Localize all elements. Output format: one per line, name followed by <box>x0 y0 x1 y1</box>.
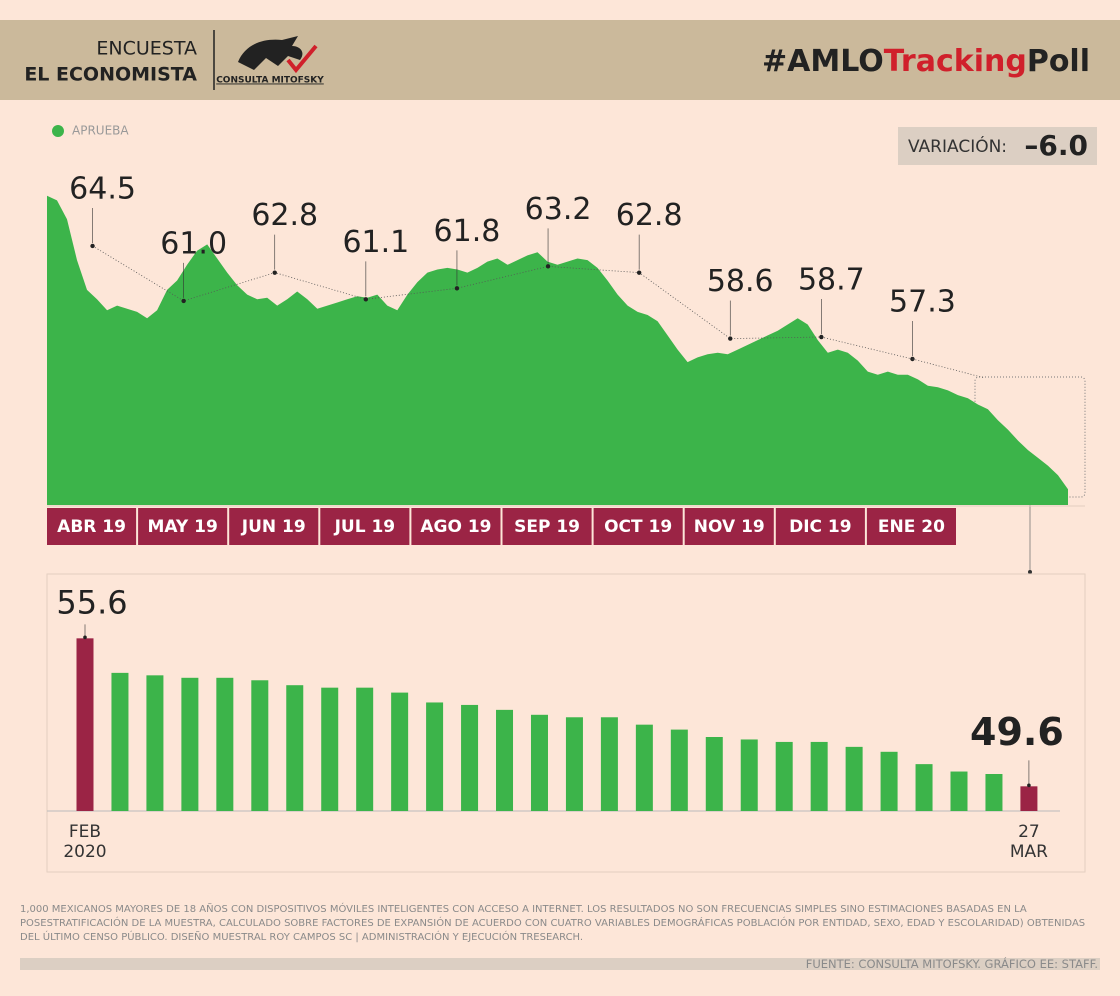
data-label: 62.8 <box>616 198 683 233</box>
month-box <box>229 508 319 545</box>
hashtag-part: Poll <box>1027 44 1090 79</box>
monthly-dot <box>636 270 642 275</box>
monthly-dot <box>363 297 369 302</box>
month-box <box>775 508 865 545</box>
bar <box>181 677 199 811</box>
survey-line2: EL ECONOMISTA <box>24 64 197 86</box>
bar-panel <box>46 573 1086 873</box>
monthly-dot <box>819 334 824 340</box>
data-label: 58.7 <box>798 263 865 298</box>
zoom-dot <box>1028 570 1032 574</box>
hashtag-part: Tracking <box>884 44 1027 79</box>
bar <box>600 717 618 811</box>
survey-line1: ENCUESTA <box>96 38 197 60</box>
data-label: 61.0 <box>160 226 227 261</box>
bar <box>391 692 409 811</box>
data-label: 61.8 <box>434 214 501 249</box>
data-label: 63.2 <box>525 192 592 227</box>
bar <box>985 774 1003 811</box>
monthly-dot <box>90 243 95 249</box>
bar <box>530 714 548 811</box>
month-box <box>502 508 592 545</box>
bar <box>111 672 129 811</box>
bar <box>321 687 339 811</box>
bar <box>356 687 374 811</box>
x-tick-label: NOV 19 <box>694 517 765 537</box>
month-box <box>593 508 683 545</box>
x-tick-label: ENE 20 <box>878 517 945 537</box>
bar <box>845 746 863 811</box>
bar <box>775 741 793 811</box>
x-tick-label: MAY 19 <box>147 517 217 537</box>
month-box <box>411 508 501 545</box>
bar <box>950 771 968 811</box>
x-tick-label: DIC 19 <box>789 517 852 537</box>
header-band <box>0 20 1120 100</box>
logo-text: CONSULTA MITOFSKY <box>216 76 324 86</box>
label-dot <box>83 635 87 640</box>
monthly-dot <box>272 270 277 275</box>
bar <box>251 680 269 811</box>
bar <box>426 702 444 811</box>
month-box <box>138 508 228 545</box>
bar <box>810 741 828 811</box>
bar <box>915 764 933 811</box>
data-label: 61.1 <box>342 225 409 260</box>
x-tick-label: ABR 19 <box>57 517 126 537</box>
legend-label: APRUEBA <box>72 124 129 138</box>
source-band <box>20 958 1100 970</box>
x-tick-label: 27 MAR <box>1009 822 1048 862</box>
x-tick-label: JUL 19 <box>334 517 396 537</box>
legend-swatch <box>52 125 64 137</box>
zoom-leader <box>912 358 986 379</box>
variation-box <box>898 127 1097 165</box>
source: FUENTE: CONSULTA MITOFSKY. GRÁFICO EE: S… <box>805 957 1098 971</box>
hashtag: #AMLOTrackingPoll <box>762 44 1090 79</box>
logo: CONSULTA MITOFSKY <box>216 36 324 86</box>
x-tick-label: JUN 19 <box>241 517 306 537</box>
month-box <box>684 508 774 545</box>
x-tick-label: OCT 19 <box>604 517 672 537</box>
hashtag-part: #AMLO <box>762 44 884 79</box>
month-box <box>47 508 137 545</box>
bar <box>740 739 758 811</box>
data-label: 49.6 <box>970 710 1064 754</box>
data-label: 62.8 <box>251 198 318 233</box>
bar <box>635 724 653 811</box>
bar <box>670 729 688 811</box>
x-tick-label: SEP 19 <box>514 517 580 537</box>
bar <box>146 675 164 811</box>
x-tick-label: FEB 2020 <box>63 822 107 862</box>
x-tick-label: AGO 19 <box>420 517 491 537</box>
data-label: 64.5 <box>69 171 136 206</box>
bar <box>705 737 723 811</box>
monthly-line <box>92 245 913 360</box>
bar <box>565 717 583 811</box>
bar <box>880 751 898 811</box>
bar <box>1020 786 1038 811</box>
monthly-dot <box>181 298 186 304</box>
bar <box>461 704 479 811</box>
bar <box>496 709 514 811</box>
monthly-dot <box>454 286 460 291</box>
bar <box>76 638 94 811</box>
variation-value: –6.0 <box>1024 129 1088 162</box>
month-box <box>866 508 956 545</box>
bar <box>286 685 304 811</box>
data-label: 58.6 <box>707 264 774 299</box>
footnote: 1,000 MEXICANOS MAYORES DE 18 AÑOS CON D… <box>20 904 1086 943</box>
area <box>47 195 1068 505</box>
monthly-dot <box>728 336 733 341</box>
bar <box>216 677 234 811</box>
data-label: 55.6 <box>56 583 127 621</box>
label-dot <box>1027 783 1031 788</box>
data-label: 57.3 <box>889 284 956 319</box>
monthly-dot <box>545 264 551 269</box>
variation-label: VARIACIÓN: <box>908 135 1007 157</box>
month-box <box>320 508 410 545</box>
